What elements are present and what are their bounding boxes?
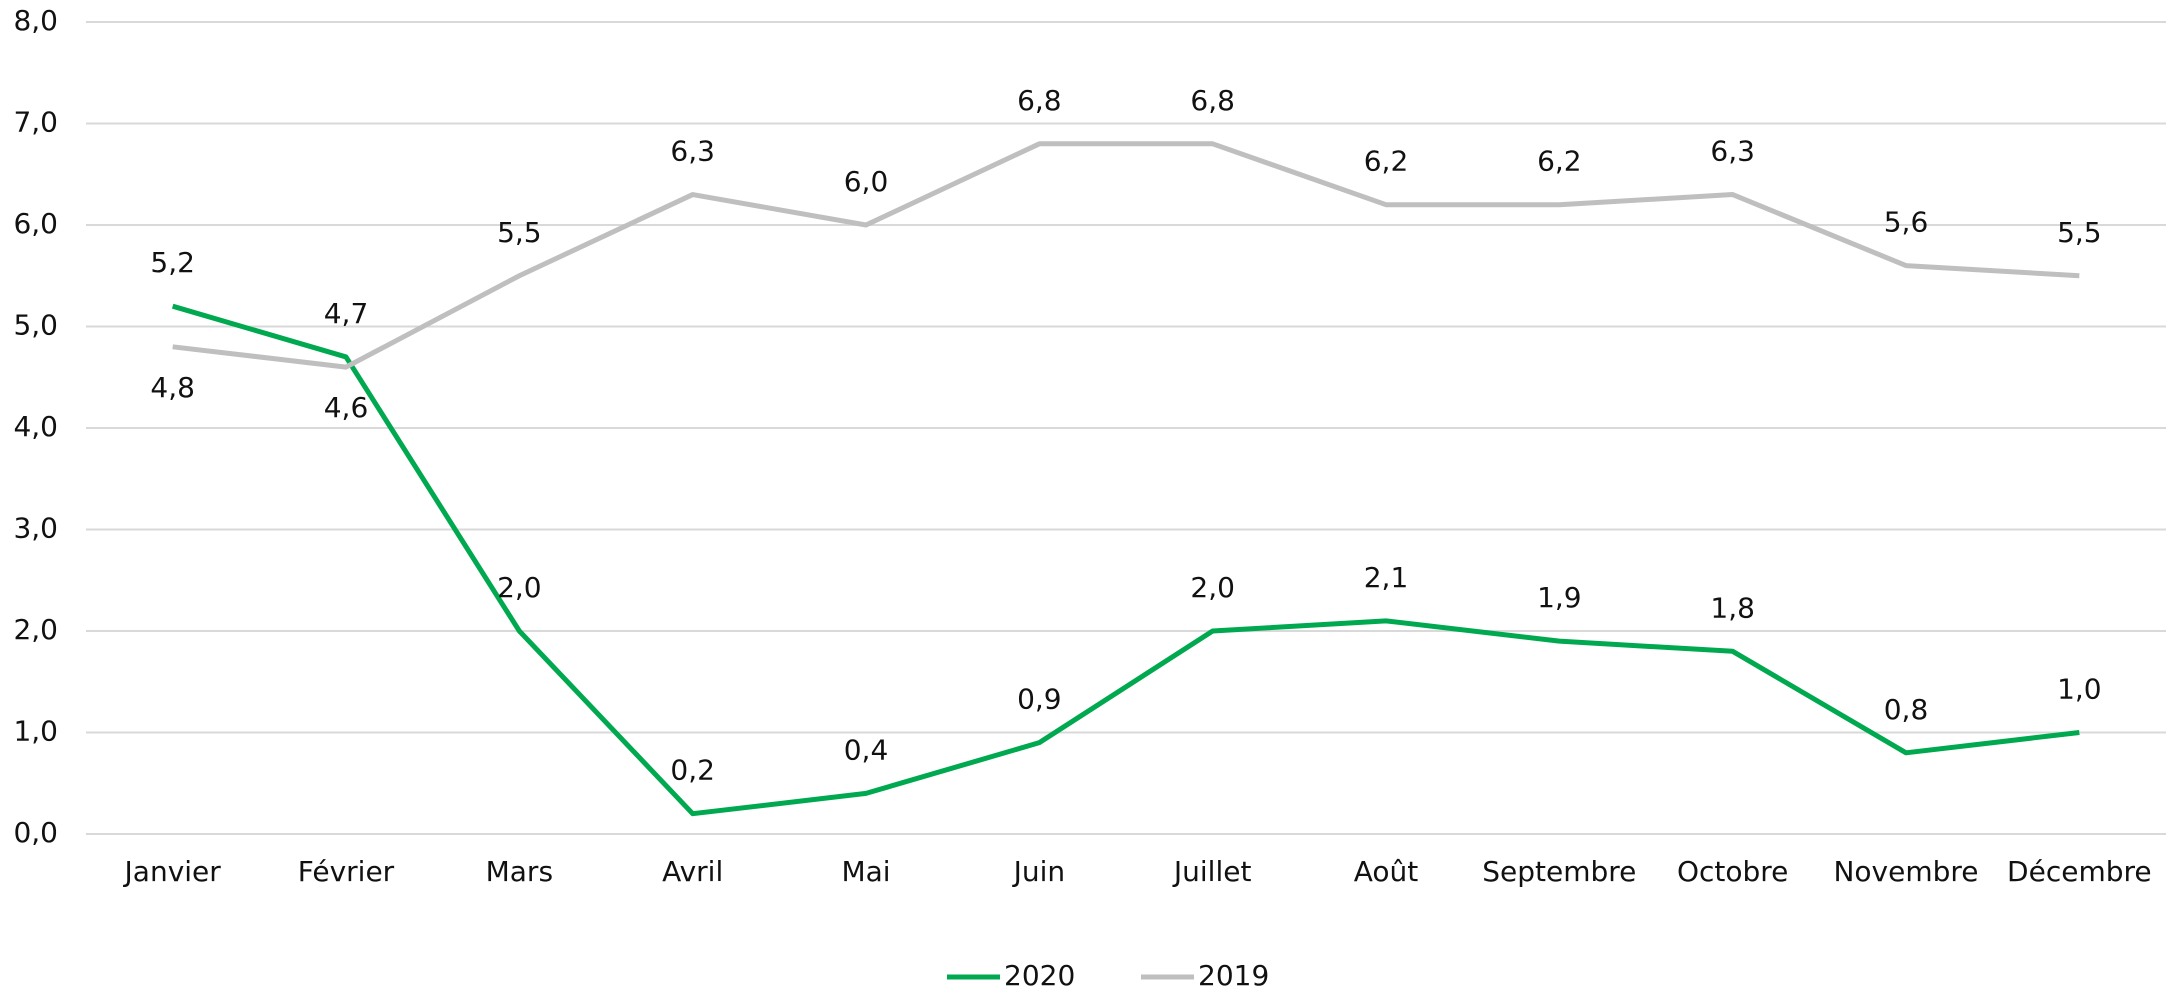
data-label: 1,8 bbox=[1710, 591, 1755, 624]
x-tick-label: Avril bbox=[662, 855, 723, 888]
x-tick-label: Septembre bbox=[1482, 855, 1636, 888]
data-label: 6,0 bbox=[844, 165, 889, 198]
data-label: 4,6 bbox=[324, 391, 369, 424]
data-label: 5,6 bbox=[1884, 206, 1929, 239]
data-label: 6,2 bbox=[1364, 145, 1409, 178]
y-tick-label: 7,0 bbox=[13, 106, 58, 139]
data-label: 1,9 bbox=[1537, 581, 1582, 614]
data-label: 6,3 bbox=[670, 135, 715, 168]
x-tick-label: Mars bbox=[486, 855, 553, 888]
data-label: 2,0 bbox=[1190, 571, 1235, 604]
data-label: 4,7 bbox=[324, 297, 369, 330]
y-tick-label: 0,0 bbox=[13, 816, 58, 849]
x-tick-label: Juillet bbox=[1172, 855, 1252, 888]
data-label: 5,2 bbox=[150, 246, 195, 279]
x-tick-label: Octobre bbox=[1677, 855, 1788, 888]
data-label: 0,9 bbox=[1017, 683, 1062, 716]
data-label: 2,1 bbox=[1364, 561, 1409, 594]
data-label: 5,5 bbox=[497, 216, 542, 249]
x-tick-label: Décembre bbox=[2007, 855, 2152, 888]
legend-label: 2020 bbox=[1004, 959, 1075, 992]
y-tick-label: 8,0 bbox=[13, 4, 58, 37]
y-tick-label: 2,0 bbox=[13, 613, 58, 646]
y-tick-label: 1,0 bbox=[13, 715, 58, 748]
y-tick-label: 4,0 bbox=[13, 410, 58, 443]
x-tick-label: Janvier bbox=[123, 855, 222, 888]
data-label: 6,8 bbox=[1190, 84, 1235, 117]
y-tick-label: 6,0 bbox=[13, 207, 58, 240]
x-tick-label: Mai bbox=[841, 855, 890, 888]
data-label: 6,3 bbox=[1710, 135, 1755, 168]
data-label: 1,0 bbox=[2057, 673, 2102, 706]
data-label: 0,8 bbox=[1884, 693, 1929, 726]
x-tick-label: Juin bbox=[1012, 855, 1066, 888]
data-label: 4,8 bbox=[150, 371, 195, 404]
data-label: 6,2 bbox=[1537, 145, 1582, 178]
x-tick-label: Novembre bbox=[1833, 855, 1978, 888]
data-label: 0,2 bbox=[670, 754, 715, 787]
y-tick-label: 3,0 bbox=[13, 512, 58, 545]
x-tick-label: Août bbox=[1354, 855, 1419, 888]
data-label: 6,8 bbox=[1017, 84, 1062, 117]
series-line bbox=[171, 303, 2080, 817]
data-label: 0,4 bbox=[844, 733, 889, 766]
data-label: 5,5 bbox=[2057, 216, 2102, 249]
x-tick-label: Février bbox=[298, 855, 395, 888]
legend-label: 2019 bbox=[1198, 959, 1269, 992]
data-label: 2,0 bbox=[497, 571, 542, 604]
series-line bbox=[172, 141, 2080, 370]
y-tick-label: 5,0 bbox=[13, 309, 58, 342]
